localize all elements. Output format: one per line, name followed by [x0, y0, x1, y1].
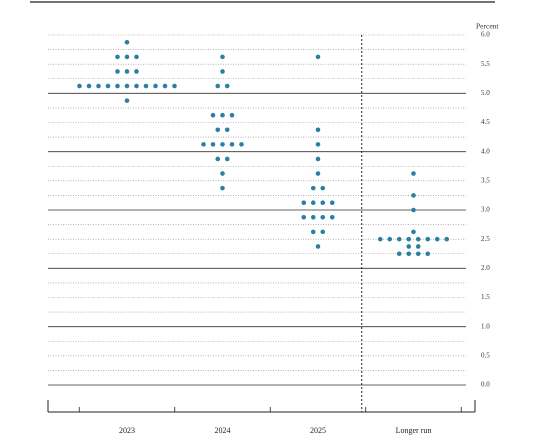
- dot: [396, 236, 402, 242]
- dot: [172, 83, 177, 89]
- dot: [411, 171, 416, 176]
- dot: [143, 83, 149, 89]
- x-tick-label: 2025: [310, 426, 326, 435]
- y-axis-label: Percent: [476, 22, 499, 31]
- dot: [415, 251, 421, 257]
- dot: [315, 156, 321, 162]
- dot: [201, 142, 206, 147]
- dot: [315, 54, 321, 60]
- x-tick-label: 2023: [119, 426, 135, 435]
- dot: [301, 214, 307, 220]
- dot: [229, 142, 235, 147]
- dot: [310, 214, 316, 220]
- dot: [153, 83, 158, 89]
- y-tick-label: 4.5: [481, 118, 490, 126]
- y-tick-label: 2.0: [481, 264, 490, 272]
- dot: [406, 244, 412, 249]
- dot: [224, 83, 230, 89]
- dot: [134, 69, 139, 74]
- dot: [444, 236, 450, 242]
- dot: [415, 236, 421, 242]
- dot: [220, 69, 225, 74]
- dot: [301, 200, 307, 206]
- dot: [124, 69, 130, 74]
- y-tick-label: 3.5: [481, 176, 490, 184]
- dot: [310, 185, 316, 191]
- dot: [220, 142, 225, 147]
- y-tick-label: 5.0: [481, 89, 490, 97]
- dot: [77, 83, 82, 89]
- dot: [315, 244, 321, 249]
- dot: [210, 112, 216, 118]
- y-tick-label: 0.0: [481, 381, 490, 389]
- dot: [220, 185, 225, 191]
- dot: [320, 229, 326, 235]
- dot: [124, 98, 130, 103]
- dot: [124, 39, 130, 45]
- dot: [406, 236, 412, 242]
- dot: [134, 83, 139, 89]
- dot: [415, 244, 421, 249]
- dot: [387, 236, 393, 242]
- dot: [320, 214, 326, 220]
- dot: [320, 200, 326, 206]
- dot: [315, 142, 321, 147]
- dot: [215, 127, 221, 133]
- dot: [210, 142, 216, 147]
- dot: [124, 83, 130, 89]
- dot: [329, 214, 335, 220]
- dot: [115, 69, 120, 74]
- dot: [434, 236, 440, 242]
- y-tick-label: 2.5: [481, 235, 490, 243]
- dot: [96, 83, 101, 89]
- dot: [86, 83, 92, 89]
- dot: [310, 229, 316, 235]
- dot: [220, 171, 225, 176]
- dot: [310, 200, 316, 206]
- dot: [220, 112, 225, 118]
- x-tick-label: 2024: [215, 426, 231, 435]
- y-tick-label: 4.0: [481, 147, 490, 155]
- dot: [229, 112, 235, 118]
- x-tick-label: Longer run: [396, 426, 432, 435]
- dot: [134, 54, 139, 60]
- dot: [396, 251, 402, 257]
- dot: [224, 156, 230, 162]
- dot: [411, 193, 416, 198]
- dot: [406, 251, 412, 257]
- dot: [239, 142, 244, 147]
- dot: [329, 200, 335, 206]
- y-tick-label: 6.0: [481, 31, 490, 39]
- dot: [220, 54, 225, 60]
- y-tick-label: 1.5: [481, 293, 490, 301]
- dot: [377, 236, 383, 242]
- y-tick-label: 0.5: [481, 351, 490, 359]
- dot: [315, 127, 321, 133]
- dot: [124, 54, 130, 60]
- dot: [105, 83, 111, 89]
- dot: [224, 127, 230, 133]
- dot: [425, 236, 431, 242]
- dot: [425, 251, 431, 257]
- y-tick-label: 5.5: [481, 60, 490, 68]
- y-tick-label: 3.0: [481, 206, 490, 214]
- dot: [411, 229, 416, 235]
- dot: [115, 83, 120, 89]
- dot: [315, 171, 321, 176]
- dot: [411, 207, 416, 213]
- dot: [320, 185, 326, 191]
- dot: [115, 54, 120, 60]
- y-tick-label: 1.0: [481, 322, 490, 330]
- dot: [215, 156, 221, 162]
- dot: [215, 83, 221, 89]
- dot: [162, 83, 168, 89]
